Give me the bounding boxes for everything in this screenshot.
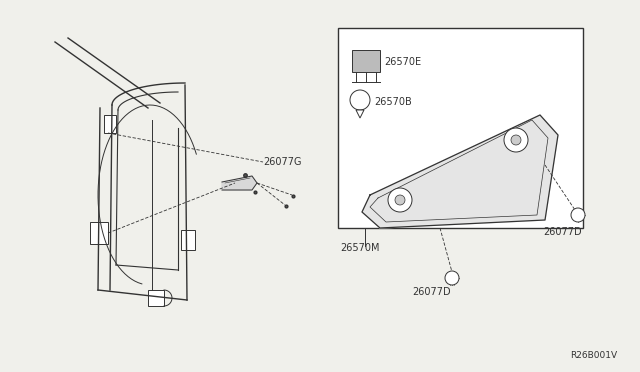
Circle shape: [395, 195, 405, 205]
Text: 26570E: 26570E: [384, 57, 421, 67]
Circle shape: [571, 208, 585, 222]
Circle shape: [445, 271, 459, 285]
Circle shape: [511, 135, 521, 145]
Bar: [181, 230, 195, 250]
Bar: [352, 50, 380, 72]
Polygon shape: [356, 110, 364, 118]
Text: R26B001V: R26B001V: [570, 350, 617, 359]
Bar: [148, 290, 164, 306]
Circle shape: [350, 90, 370, 110]
Text: 26077G: 26077G: [263, 157, 301, 167]
Text: 26077D: 26077D: [413, 287, 451, 297]
Text: 26077D: 26077D: [544, 227, 582, 237]
Text: 26570M: 26570M: [340, 243, 380, 253]
Circle shape: [504, 128, 528, 152]
Polygon shape: [362, 115, 558, 228]
Polygon shape: [222, 176, 257, 190]
Text: 26570B: 26570B: [374, 97, 412, 107]
Bar: [90, 222, 108, 244]
Circle shape: [388, 188, 412, 212]
Bar: [104, 115, 116, 133]
Bar: [338, 28, 583, 228]
